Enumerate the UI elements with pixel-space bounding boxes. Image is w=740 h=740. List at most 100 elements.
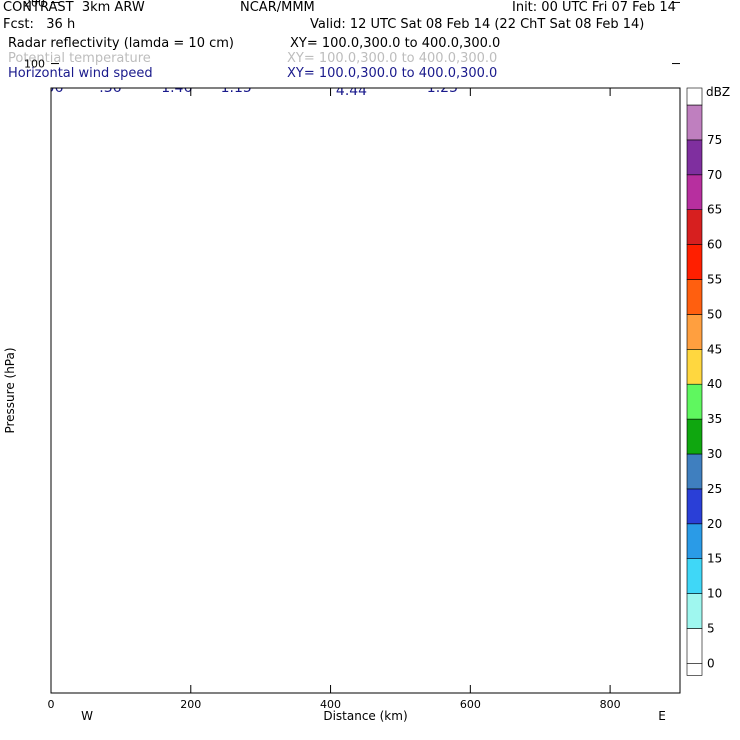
x-end-label-west: W bbox=[81, 709, 93, 723]
colorbar-swatch bbox=[686, 628, 703, 664]
wind-extremum-value: 13.32 bbox=[324, 43, 364, 59]
colorbar-level-label: 30 bbox=[707, 447, 722, 461]
theta-label: 365 bbox=[114, 38, 139, 53]
wind-extremum-type: L bbox=[348, 67, 356, 83]
theta-label: 355 bbox=[390, 26, 415, 41]
wind-extremum-value: 1.46 bbox=[161, 80, 192, 96]
valid-time: Valid: 12 UTC Sat 08 Feb 14 (22 ChT Sat … bbox=[310, 17, 645, 32]
wind-extremum-type: L bbox=[53, 15, 61, 31]
forecast-hour: Fcst: 36 h bbox=[3, 17, 76, 32]
colorbar-level-label: 15 bbox=[707, 552, 722, 566]
colorbar-swatch bbox=[686, 174, 703, 211]
wind-extremum-value: 56 bbox=[46, 80, 64, 96]
wind-extremum-type: L bbox=[110, 3, 118, 19]
wind-extremum-value: .62 bbox=[602, 61, 624, 77]
field2-xy: XY= 100.0,300.0 to 400.0,300.0 bbox=[287, 51, 498, 66]
y-axis-title: Pressure (hPa) bbox=[3, 347, 17, 433]
colorbar-level-label: 40 bbox=[707, 377, 722, 391]
theta-label: 370 bbox=[390, 46, 415, 61]
wind-extremum-value: .36 bbox=[99, 80, 121, 96]
wind-extremum-value: 72 bbox=[48, 31, 66, 47]
x-tick-label: 800 bbox=[600, 698, 621, 711]
theta-label: 350 bbox=[114, 8, 139, 23]
colorbar-level-label: 20 bbox=[707, 517, 722, 531]
colorbar-swatch bbox=[686, 209, 703, 245]
theta-contour-365 bbox=[51, 32, 680, 55]
x-tick-label: 200 bbox=[180, 698, 201, 711]
theta-contour-375 bbox=[51, 34, 680, 66]
colorbar-level-label: 70 bbox=[707, 168, 722, 182]
theta-label: 370 bbox=[642, 46, 667, 61]
colorbar-level-label: 55 bbox=[707, 273, 722, 287]
x-tick-label: 600 bbox=[460, 698, 481, 711]
field3-name: Horizontal wind speed bbox=[8, 66, 153, 81]
colorbar-level-label: 35 bbox=[707, 412, 722, 426]
wind-extremum-type: L bbox=[505, 52, 513, 68]
wind-extremum-value: .99 bbox=[103, 19, 125, 35]
colorbar-swatch bbox=[686, 383, 703, 420]
colorbar-level-label: 10 bbox=[707, 587, 722, 601]
wind-extremum-type: L bbox=[51, 64, 59, 80]
theta-label: 360 bbox=[142, 32, 167, 47]
wind-extremum-value: 4.44 bbox=[336, 83, 367, 99]
colorbar-cap-top bbox=[686, 87, 703, 106]
wind-extremum-value: 18.6 bbox=[643, 0, 674, 16]
plot-frame bbox=[50, 87, 681, 694]
theta-contour-360 bbox=[51, 29, 680, 48]
colorbar-swatch bbox=[686, 244, 703, 280]
theta-contour-370 bbox=[51, 34, 680, 61]
colorbar-level-label: 25 bbox=[707, 482, 722, 496]
theta-contour-380 bbox=[51, 37, 680, 72]
colorbar-swatch bbox=[686, 104, 703, 141]
wind-extremum-value: 11.08 bbox=[265, 52, 305, 68]
theta-label: 355 bbox=[170, 26, 195, 41]
theta-label: 365 bbox=[334, 38, 359, 53]
theta-label: 380 bbox=[586, 57, 611, 72]
init-time: Init: 00 UTC Fri 07 Feb 14 bbox=[512, 0, 676, 15]
x-axis-title: Distance (km) bbox=[323, 709, 407, 723]
theta-label: 375 bbox=[362, 50, 387, 65]
theta-label: 380 bbox=[334, 57, 359, 72]
y-tick-label: 200 bbox=[24, 0, 45, 9]
field1-xy: XY= 100.0,300.0 to 400.0,300.0 bbox=[290, 36, 501, 51]
x-end-label-east: E bbox=[658, 709, 666, 723]
theta-label: 350 bbox=[586, 8, 611, 23]
colorbar-level-label: 45 bbox=[707, 342, 722, 356]
theta-label: 365 bbox=[586, 38, 611, 53]
theta-contour-355 bbox=[51, 23, 680, 42]
theta-label: 350 bbox=[334, 8, 359, 23]
colorbar-swatch bbox=[686, 488, 703, 525]
colorbar-unit: dBZ bbox=[706, 85, 730, 99]
colorbar-swatch bbox=[686, 314, 703, 350]
x-tick-label: 400 bbox=[320, 698, 341, 711]
colorbar-level-label: 0 bbox=[707, 656, 715, 670]
field1-name: Radar reflectivity (lamda = 10 cm) bbox=[8, 36, 234, 51]
colorbar-level-label: 5 bbox=[707, 622, 715, 636]
wind-extremum-type: H bbox=[339, 27, 350, 43]
colorbar-level-label: 60 bbox=[707, 238, 722, 252]
theta-label: 370 bbox=[170, 46, 195, 61]
colorbar-swatch bbox=[686, 139, 703, 176]
theta-label: 360 bbox=[362, 32, 387, 47]
theta-label: 375 bbox=[142, 50, 167, 65]
colorbar-level-label: 75 bbox=[707, 133, 722, 147]
theta-label: 355 bbox=[642, 26, 667, 41]
field3-xy: XY= 100.0,300.0 to 400.0,300.0 bbox=[287, 66, 498, 81]
theta-contour-350 bbox=[51, 3, 680, 24]
theta-label: 360 bbox=[614, 32, 639, 47]
wind-extremum-type: L bbox=[610, 45, 618, 61]
organization-label: NCAR/MMM bbox=[240, 0, 315, 15]
colorbar-level-label: 50 bbox=[707, 307, 722, 321]
x-tick-label: 0 bbox=[48, 698, 55, 711]
wind-extremum-type: L bbox=[438, 64, 446, 80]
wind-extremum-value: 1.15 bbox=[221, 80, 252, 96]
colorbar-swatch bbox=[686, 453, 703, 490]
colorbar-swatch bbox=[686, 348, 703, 385]
colorbar-level-label: 65 bbox=[707, 203, 722, 217]
wind-extremum-type: H bbox=[280, 36, 291, 52]
model-title: CONTRAST 3km ARW bbox=[3, 0, 145, 15]
colorbar-swatch bbox=[686, 593, 703, 629]
colorbar-swatch bbox=[686, 418, 703, 455]
